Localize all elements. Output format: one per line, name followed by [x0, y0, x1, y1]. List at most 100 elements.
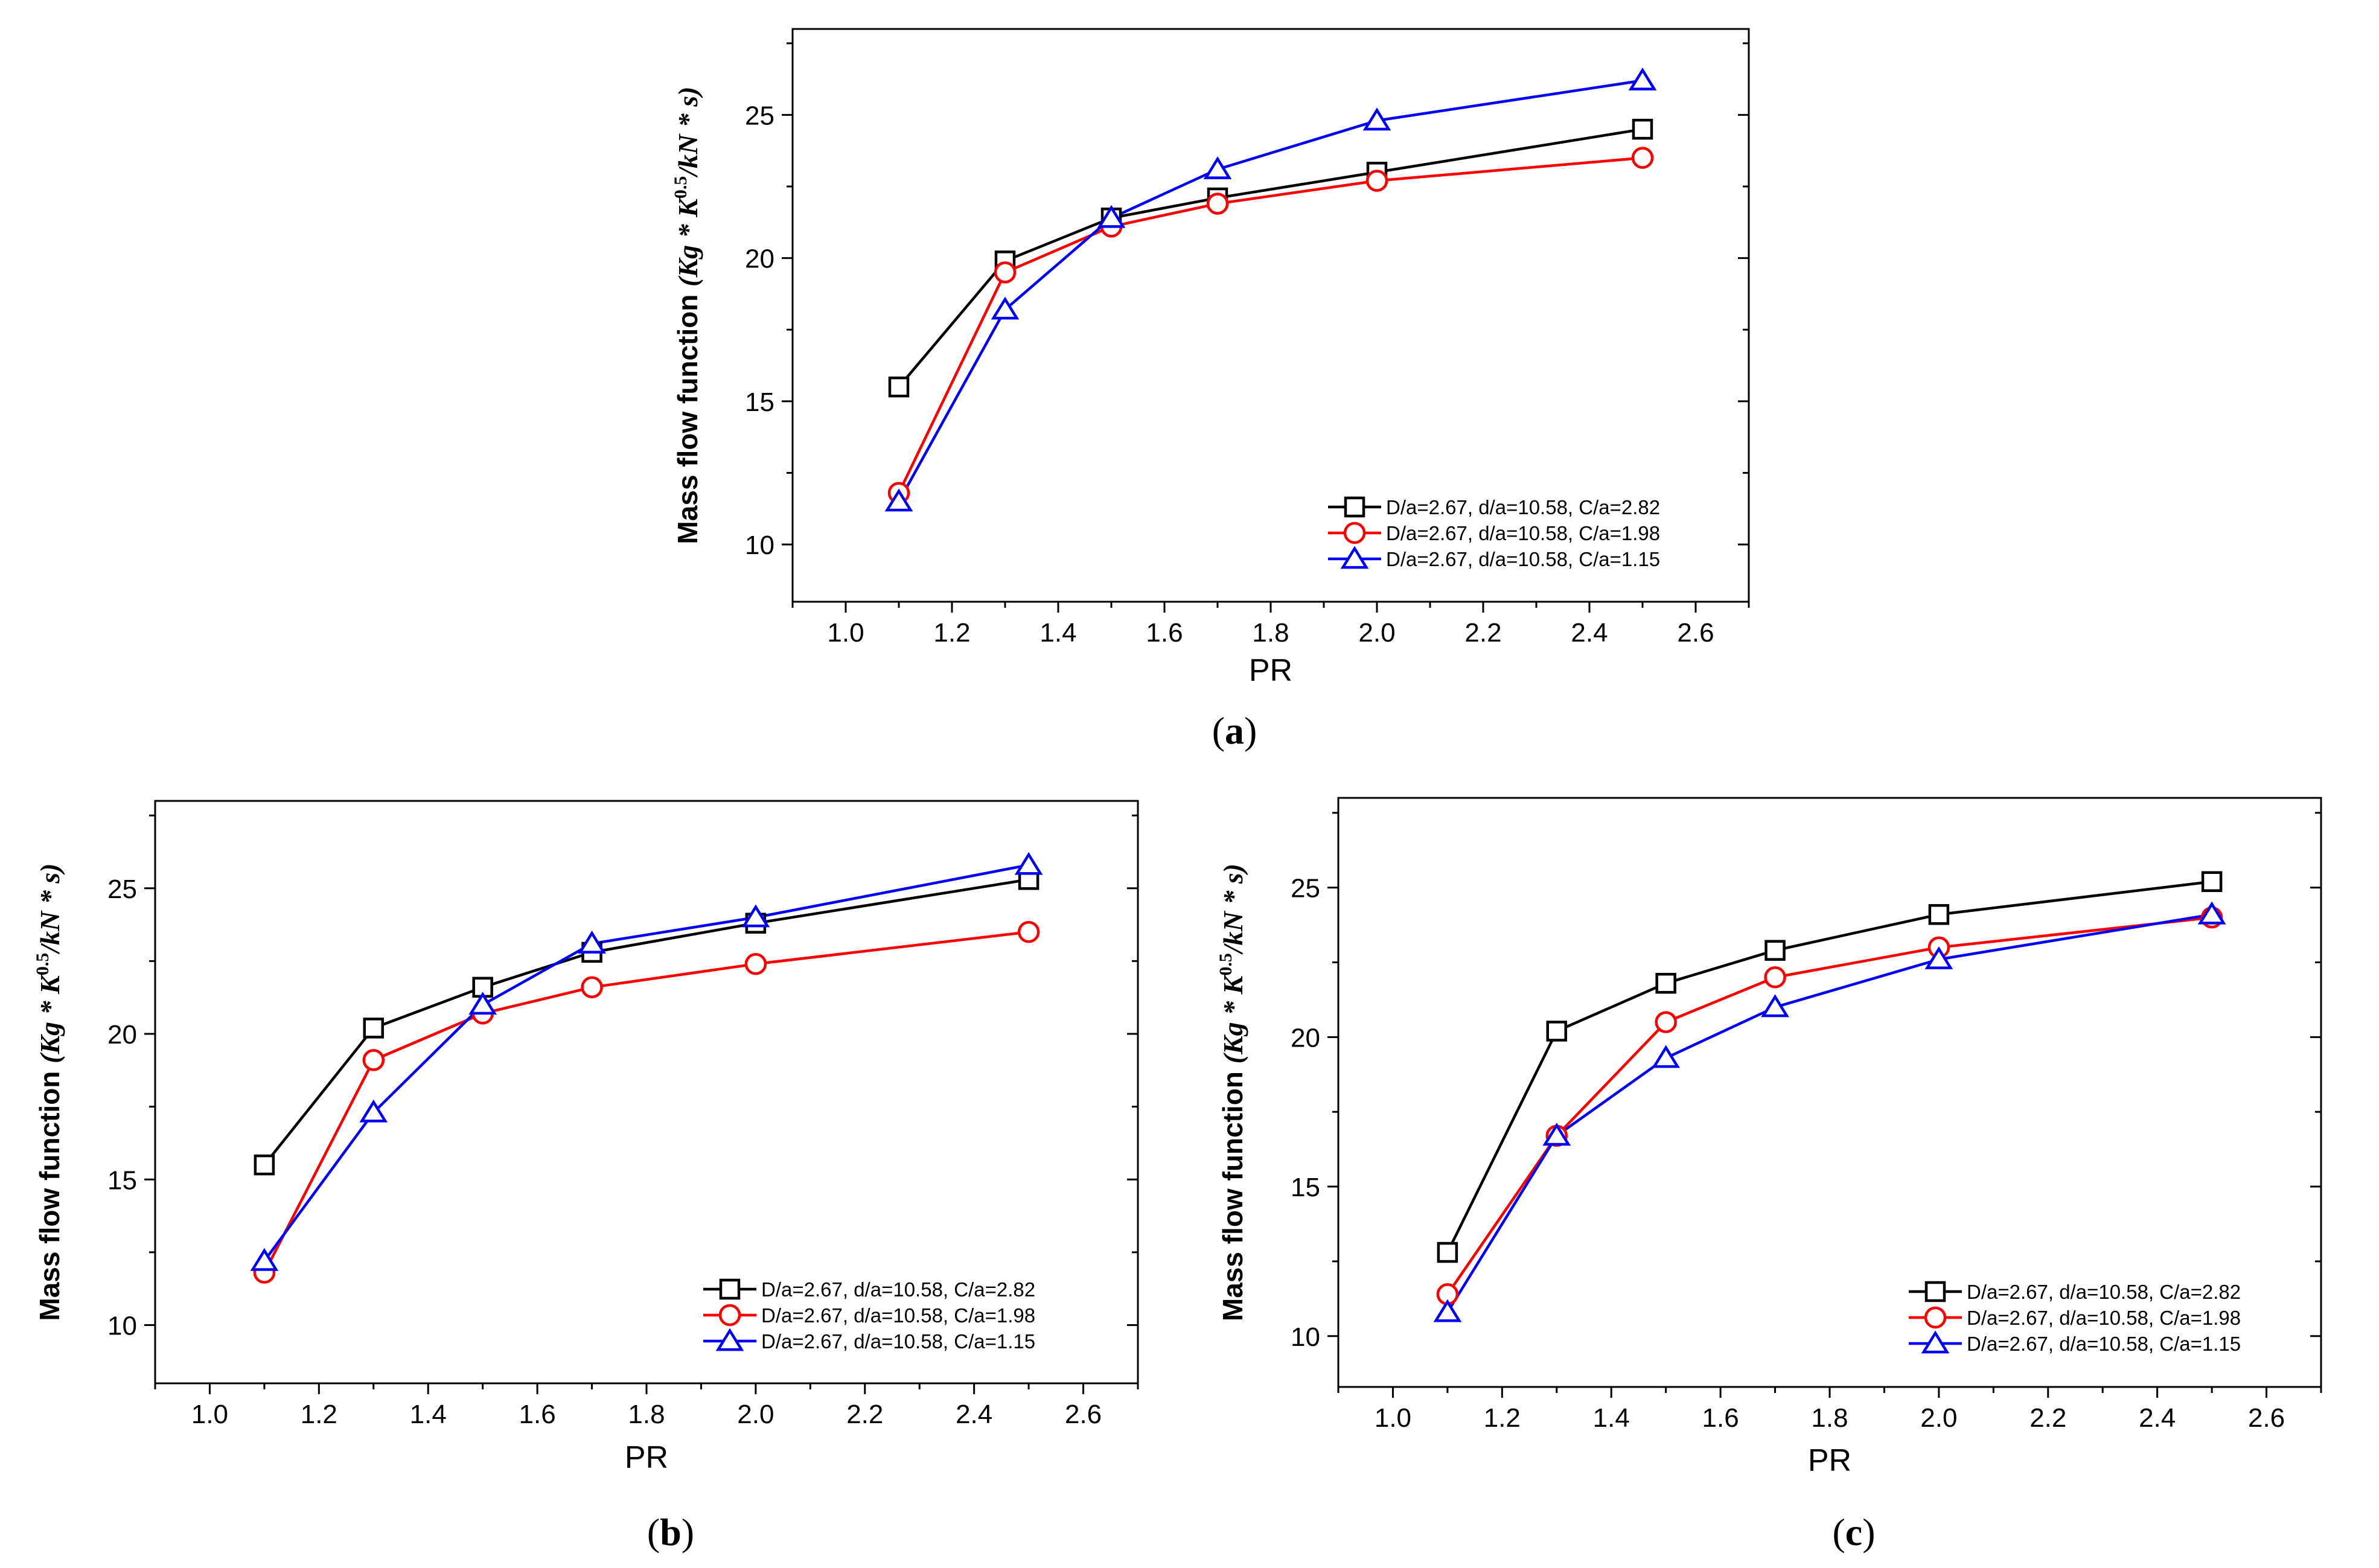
series-3-point	[250, 1248, 279, 1271]
legend-label-3: D/a=2.67, d/a=10.58, C/a=1.15	[1386, 548, 1660, 570]
chart-panel-a: 1.0 1.2 1.4 1.6 1.8 2.0 2.2 2.4 2.6 10 15 20 25 PR Mas…	[671, 28, 1750, 752]
x-tick-label: 1.8	[628, 1400, 665, 1429]
series-3-point	[1761, 994, 1789, 1018]
x-axis-title: PR	[1249, 653, 1292, 688]
x-tick-label: 1.6	[1146, 618, 1183, 648]
series-line-3	[898, 79, 1643, 503]
series-2-point	[994, 261, 1017, 284]
legend-marker-1	[719, 1278, 741, 1300]
series-line-2	[263, 930, 1029, 1273]
legend-label-3: D/a=2.67, d/a=10.58, C/a=1.15	[761, 1330, 1035, 1353]
y-tick-label: 20	[107, 1020, 137, 1050]
chart-panel-b: 1.0 1.2 1.4 1.6 1.8 2.0 2.2 2.4 2.6 10 15 20 25 PR Mas…	[33, 800, 1139, 1554]
series-1-point	[363, 1018, 385, 1039]
x-tick-label: 2.2	[846, 1400, 883, 1429]
x-tick-label: 2.6	[1677, 618, 1714, 648]
y-tick-label: 15	[1291, 1173, 1320, 1202]
x-tick-label: 2.4	[956, 1400, 992, 1429]
x-tick-label: 1.6	[1702, 1403, 1739, 1433]
series-3-point	[359, 1099, 388, 1123]
series-1-point	[1018, 869, 1039, 890]
legend-label-3: D/a=2.67, d/a=10.58, C/a=1.15	[1967, 1333, 2241, 1355]
x-tick-label: 1.2	[933, 618, 970, 648]
x-tick-label: 1.6	[519, 1400, 556, 1429]
legend-label-1: D/a=2.67, d/a=10.58, C/a=2.82	[1967, 1281, 2241, 1303]
y-tick-label: 20	[1291, 1023, 1320, 1053]
y-tick-label: 10	[745, 531, 774, 560]
series-2-point	[744, 952, 767, 975]
x-tick-label: 1.0	[1375, 1403, 1411, 1433]
legend-marker-2	[718, 1304, 741, 1327]
series-1-point	[2201, 871, 2223, 892]
x-tick-label: 2.4	[1571, 618, 1608, 648]
x-tick-label: 2.0	[1358, 618, 1395, 648]
series-1-point	[1764, 940, 1786, 961]
legend-label-1: D/a=2.67, d/a=10.58, C/a=2.82	[1386, 496, 1660, 518]
legend-marker-1	[1344, 496, 1365, 518]
series-line-3	[1446, 913, 2212, 1313]
series-2-point	[1017, 920, 1040, 943]
legend-marker-1	[1924, 1281, 1946, 1302]
series-3-point	[1433, 1299, 1462, 1322]
y-tick-label: 20	[745, 244, 774, 274]
y-tick-label: 25	[1291, 874, 1320, 904]
series-line-1	[1446, 880, 2212, 1254]
series-2-point	[1655, 1011, 1677, 1033]
panel-caption: (c)	[1832, 1511, 1875, 1554]
series-1-point	[888, 376, 910, 398]
legend-label-2: D/a=2.67, d/a=10.58, C/a=1.98	[761, 1304, 1035, 1327]
x-tick-label: 1.0	[191, 1400, 228, 1429]
series-1-point	[1928, 904, 1950, 925]
series-3-point	[1097, 205, 1126, 228]
x-tick-label: 1.8	[1252, 618, 1289, 648]
x-tick-label: 2.6	[1065, 1400, 1102, 1429]
x-tick-label: 1.4	[1039, 618, 1076, 648]
series-3-point	[1203, 156, 1232, 179]
series-3-point	[468, 992, 497, 1015]
series-1-point	[254, 1154, 275, 1176]
legend-marker-2	[1343, 521, 1366, 544]
legend-label-1: D/a=2.67, d/a=10.58, C/a=2.82	[761, 1278, 1035, 1301]
series-line-1	[263, 878, 1029, 1166]
series-3-point	[2197, 901, 2226, 925]
series-3-point	[578, 930, 606, 954]
series-3-point	[1628, 67, 1657, 91]
x-tick-label: 1.4	[1593, 1403, 1630, 1433]
y-axis-title: Mass flow function (Kg * K0.5/kN * s)	[671, 86, 703, 544]
series-line-2	[897, 156, 1643, 494]
series-2-point	[1206, 193, 1229, 215]
series-1-point	[1546, 1021, 1568, 1042]
series-3-point	[991, 296, 1020, 320]
y-tick-label: 25	[107, 875, 137, 904]
y-tick-label: 10	[107, 1311, 137, 1341]
series-1-point	[1437, 1241, 1458, 1263]
x-axis-title: PR	[1808, 1443, 1851, 1478]
x-tick-label: 2.2	[1464, 618, 1501, 648]
x-tick-label: 2.4	[2139, 1403, 2176, 1433]
series-3-point	[884, 488, 913, 512]
series-line-3	[263, 863, 1029, 1262]
legend-marker-3	[715, 1328, 744, 1351]
panel-caption: (b)	[647, 1511, 694, 1554]
legend-marker-3	[1340, 546, 1369, 569]
x-tick-label: 1.2	[301, 1400, 337, 1429]
x-axis-title: PR	[625, 1440, 668, 1475]
x-tick-label: 1.0	[827, 618, 864, 648]
chart-panel-c: 1.0 1.2 1.4 1.6 1.8 2.0 2.2 2.4 2.6 10 15 20 25 PR Mas…	[1216, 797, 2322, 1554]
legend-label-2: D/a=2.67, d/a=10.58, C/a=1.98	[1967, 1307, 2241, 1329]
series-2-point	[1365, 170, 1388, 192]
series-3-point	[1924, 946, 1953, 969]
series-3-point	[1652, 1045, 1681, 1068]
x-tick-label: 2.0	[1920, 1403, 1957, 1433]
series-2-point	[1764, 966, 1786, 989]
x-tick-label: 1.4	[410, 1400, 447, 1429]
series-2-point	[581, 976, 603, 999]
y-tick-label: 10	[1291, 1322, 1320, 1352]
series-line-1	[898, 127, 1643, 388]
series-2-point	[1631, 147, 1654, 169]
y-tick-label: 15	[745, 387, 774, 417]
panel-caption: (a)	[1212, 709, 1257, 752]
series-3-point	[1542, 1123, 1571, 1146]
series-1-point	[1655, 972, 1676, 994]
